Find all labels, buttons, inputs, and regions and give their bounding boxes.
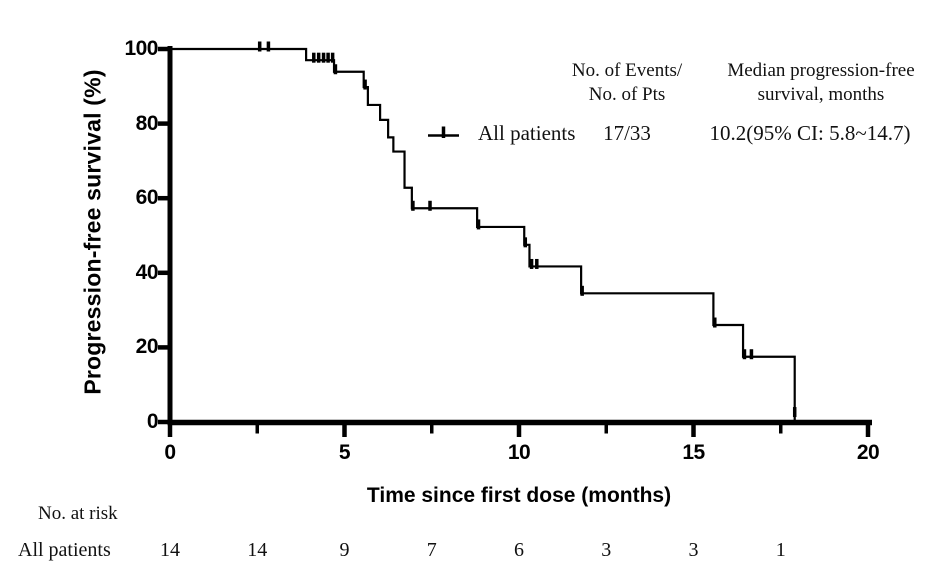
legend-events-header-line1: No. of Events/ <box>571 60 683 81</box>
at-risk-value-t7.5: 7 <box>426 539 437 561</box>
x-axis-title: Time since first dose (months) <box>366 484 672 507</box>
at-risk-value-t10: 6 <box>514 539 524 561</box>
all-patients-series-marker <box>428 126 459 138</box>
x-tick-label-20: 20 <box>856 441 880 464</box>
y-tick-label-40: 40 <box>135 260 159 284</box>
legend-events-value: 17/33 <box>603 121 651 145</box>
at-risk-row-label: All patients <box>18 539 111 561</box>
at-risk-value-t15: 3 <box>688 539 699 561</box>
x-tick-label-5: 5 <box>338 441 351 464</box>
legend-series-label: All patients <box>478 121 576 145</box>
y-tick-label-80: 80 <box>135 111 159 135</box>
survival-curve-all-patients <box>170 47 796 422</box>
at-risk-value-t12.5: 3 <box>601 539 612 561</box>
at-risk-value-t0: 14 <box>160 539 180 561</box>
legend-median-header-line1: Median progression-free <box>727 60 915 81</box>
at-risk-value-t17.5: 1 <box>775 539 786 561</box>
at-risk-table-title: No. at risk <box>38 503 118 524</box>
legend-events-header-line2: No. of Pts <box>588 84 666 105</box>
at-risk-value-t2.5: 14 <box>247 539 268 561</box>
legend-median-value: 10.2(95% CI: 5.8~14.7) <box>709 121 911 145</box>
legend-events-header: No. of Events/ No. of Pts <box>572 59 682 107</box>
y-tick-label-60: 60 <box>135 186 159 210</box>
legend-median-header: Median progression-free survival, months <box>727 59 914 107</box>
x-tick-label-10: 10 <box>507 441 531 464</box>
x-tick-label-0: 0 <box>164 441 176 464</box>
y-tick-label-0: 0 <box>146 410 159 433</box>
y-tick-label-20: 20 <box>135 335 159 359</box>
at-risk-value-t5: 9 <box>339 539 350 561</box>
y-tick-label-100: 100 <box>124 37 158 60</box>
x-tick-label-15: 15 <box>682 441 705 464</box>
legend-median-header-line2: survival, months <box>757 84 885 105</box>
